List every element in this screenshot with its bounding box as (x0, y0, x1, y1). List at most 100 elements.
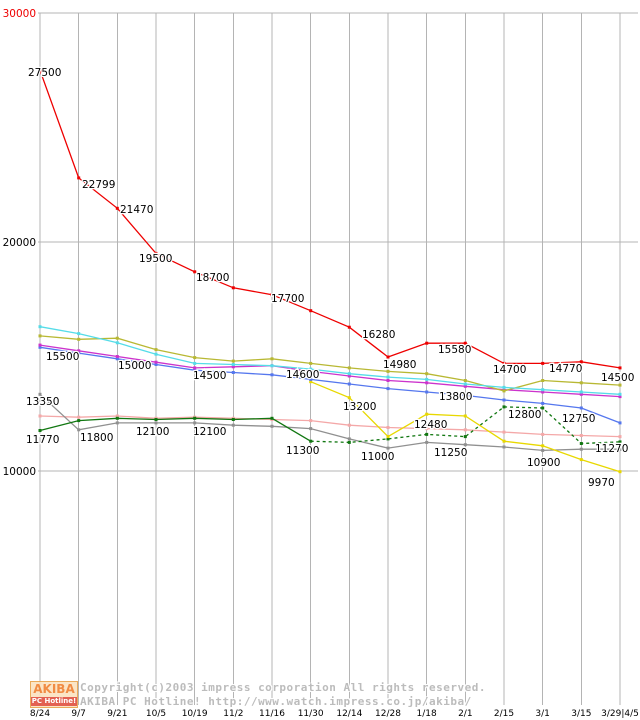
data-point-red (115, 206, 119, 210)
data-point-magenta (115, 355, 119, 358)
data-point-blue (231, 371, 235, 374)
data-point-blue (38, 345, 42, 349)
annotation-label: 12100 (193, 426, 226, 438)
x-axis-tick-label: 11/30 (298, 709, 324, 719)
data-point-magenta (618, 395, 622, 399)
annotation-label: 11800 (80, 432, 113, 444)
data-point-blue (386, 387, 390, 391)
annotation-label: 13200 (343, 401, 376, 413)
annotation-label: 11270 (595, 443, 628, 455)
data-point-cyan (270, 364, 274, 368)
annotation-label: 11300 (286, 445, 319, 457)
annotation-label: 27500 (28, 67, 61, 79)
data-point-magenta (541, 390, 545, 394)
data-point-yellow (347, 396, 351, 400)
data-point-red (154, 251, 158, 255)
data-point-gray (347, 437, 351, 441)
data-point-olive (425, 372, 429, 376)
data-point-pink (579, 434, 583, 437)
x-axis-tick-label: 9/21 (107, 709, 127, 719)
data-point-cyan (38, 325, 42, 329)
akiba-logo-title: AKIBA (33, 682, 75, 696)
data-point-blue (541, 401, 545, 405)
data-point-cyan (463, 382, 467, 386)
data-point-yellow (618, 470, 622, 474)
data-point-cyan (154, 352, 158, 356)
data-point-green (618, 440, 622, 444)
data-point-pink (618, 435, 622, 439)
data-point-magenta (463, 384, 467, 388)
annotation-label: 16280 (362, 329, 395, 341)
data-point-olive (193, 356, 197, 360)
data-point-olive (579, 381, 583, 385)
x-axis-tick-label: 3/29|4/5 (601, 709, 639, 719)
data-point-magenta (347, 374, 351, 378)
series-line-green (310, 406, 621, 445)
series-line-blue (39, 346, 621, 424)
data-point-pink (502, 430, 506, 434)
data-point-olive (618, 383, 622, 387)
series-line-olive (39, 335, 621, 392)
data-point-gray (309, 427, 313, 431)
series-line-magenta (39, 344, 621, 398)
data-point-pink (347, 423, 351, 427)
data-point-magenta (231, 365, 235, 369)
data-point-green (425, 432, 429, 436)
data-point-cyan (502, 385, 506, 389)
data-point-pink (309, 419, 313, 423)
data-point-olive (309, 361, 313, 365)
data-point-pink (38, 414, 42, 418)
data-point-yellow (425, 412, 429, 416)
data-point-gray (270, 424, 274, 428)
data-point-red (77, 176, 81, 180)
annotation-label: 18700 (196, 272, 229, 284)
annotation-label: 21470 (120, 204, 153, 216)
annotation-label: 14600 (286, 369, 319, 381)
data-point-magenta (309, 369, 313, 373)
annotation-label: 15500 (46, 351, 79, 363)
data-point-olive (386, 369, 390, 373)
data-point-blue (618, 421, 622, 425)
data-point-gray (618, 447, 622, 451)
data-point-green (77, 419, 81, 423)
data-point-green (579, 442, 583, 445)
x-axis-tick-label: 2/1 (458, 709, 472, 719)
annotation-label: 9970 (588, 477, 615, 489)
data-point-red (270, 293, 274, 297)
data-point-cyan (347, 372, 351, 376)
data-point-olive (270, 357, 274, 361)
data-point-gray (579, 447, 583, 451)
data-point-cyan (541, 388, 545, 392)
x-axis-tick-label: 11/2 (223, 709, 243, 719)
annotation-label: 13350 (26, 396, 59, 408)
data-point-olive (502, 389, 506, 393)
series-line-gray (39, 393, 620, 452)
data-point-red (541, 361, 545, 365)
data-point-green (541, 406, 545, 410)
annotation-label: 14700 (493, 364, 526, 376)
data-point-pink (541, 432, 545, 436)
data-point-cyan (193, 361, 197, 365)
data-point-red (386, 355, 390, 359)
x-axis-tick-label: 2/15 (494, 709, 514, 719)
data-point-olive (38, 334, 42, 338)
data-point-yellow (386, 435, 390, 439)
data-point-gray (193, 421, 197, 425)
data-point-green (347, 440, 351, 444)
data-point-yellow (309, 380, 313, 384)
data-point-red (463, 341, 467, 345)
data-point-yellow (579, 458, 583, 462)
data-point-olive (231, 359, 235, 363)
data-point-blue (115, 357, 119, 361)
copyright-line-1: Copyright(c)2003 impress corporation All… (80, 681, 486, 694)
data-point-blue (579, 406, 583, 410)
data-point-green (38, 429, 42, 432)
annotation-label: 14980 (383, 359, 416, 371)
data-point-cyan (77, 332, 81, 336)
y-axis-tick-label: 20000 (3, 237, 36, 249)
annotation-label: 17700 (271, 293, 304, 305)
data-point-blue (502, 398, 506, 402)
data-point-olive (115, 336, 119, 340)
data-point-olive (77, 337, 81, 341)
copyright-text: Copyright(c)2003 impress corporation All… (80, 681, 486, 709)
